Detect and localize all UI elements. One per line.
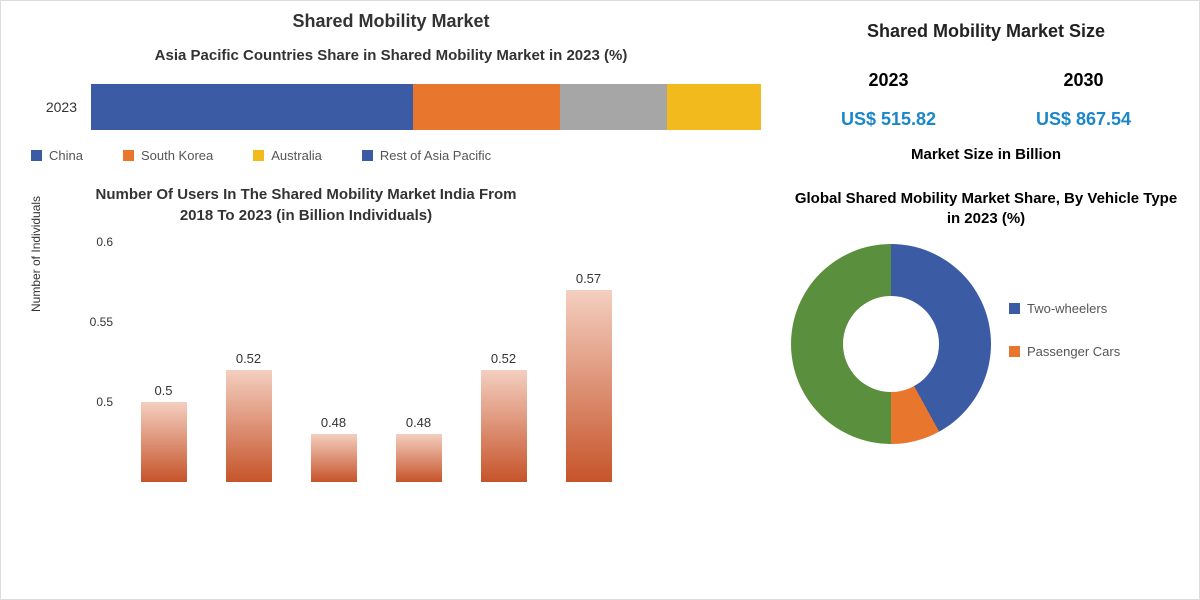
india-users-title: Number Of Users In The Shared Mobility M… bbox=[91, 185, 521, 226]
stack-segment bbox=[413, 84, 560, 130]
bar-wrap: 0.48 bbox=[306, 415, 362, 482]
asia-share-title: Asia Pacific Countries Share in Shared M… bbox=[21, 46, 761, 66]
bar-wrap: 0.57 bbox=[561, 271, 617, 482]
legend-label: China bbox=[49, 148, 83, 163]
bar-value-label: 0.48 bbox=[321, 415, 346, 430]
legend-label: South Korea bbox=[141, 148, 213, 163]
bar bbox=[481, 370, 527, 482]
india-users-chart: Number of Individuals 0.50.520.480.480.5… bbox=[51, 232, 651, 492]
legend-swatch bbox=[31, 150, 42, 161]
asia-share-row-label: 2023 bbox=[21, 99, 91, 115]
india-users-plot: 0.50.520.480.480.520.57 0.60.550.5 bbox=[121, 242, 631, 482]
bar-wrap: 0.5 bbox=[136, 383, 192, 482]
market-size-unit: Market Size in Billion bbox=[791, 146, 1181, 163]
market-size-title: Shared Mobility Market Size bbox=[791, 21, 1181, 42]
bar bbox=[396, 434, 442, 482]
market-size-col: 2030 US$ 867.54 bbox=[1036, 70, 1131, 130]
market-size-value: US$ 515.82 bbox=[841, 109, 936, 130]
y-tick: 0.5 bbox=[73, 395, 113, 409]
donut-row: Two-wheelers Passenger Cars bbox=[791, 244, 1181, 444]
legend-label: Rest of Asia Pacific bbox=[380, 148, 491, 163]
legend-item: South Korea bbox=[123, 148, 213, 163]
donut-legend: Two-wheelers Passenger Cars bbox=[1009, 301, 1120, 387]
y-tick: 0.6 bbox=[73, 235, 113, 249]
legend-swatch bbox=[253, 150, 264, 161]
legend-item: Passenger Cars bbox=[1009, 344, 1120, 359]
market-size-columns: 2023 US$ 515.82 2030 US$ 867.54 bbox=[791, 70, 1181, 130]
market-size-col: 2023 US$ 515.82 bbox=[841, 70, 936, 130]
bar-wrap: 0.52 bbox=[476, 351, 532, 482]
left-column: Shared Mobility Market Asia Pacific Coun… bbox=[21, 11, 761, 492]
stack-segment bbox=[667, 84, 761, 130]
legend-item: Two-wheelers bbox=[1009, 301, 1120, 316]
bar-value-label: 0.5 bbox=[154, 383, 172, 398]
bar bbox=[141, 402, 187, 482]
bar bbox=[226, 370, 272, 482]
bar-value-label: 0.48 bbox=[406, 415, 431, 430]
legend-label: Two-wheelers bbox=[1027, 301, 1107, 316]
legend-swatch bbox=[123, 150, 134, 161]
legend-label: Australia bbox=[271, 148, 322, 163]
bar-wrap: 0.52 bbox=[221, 351, 277, 482]
stack-segment bbox=[560, 84, 667, 130]
asia-share-bar-row: 2023 bbox=[21, 84, 761, 130]
bar-value-label: 0.52 bbox=[491, 351, 516, 366]
india-users-ylabel: Number of Individuals bbox=[29, 196, 43, 312]
right-column: Shared Mobility Market Size 2023 US$ 515.… bbox=[791, 21, 1181, 444]
legend-swatch bbox=[362, 150, 373, 161]
legend-item: China bbox=[31, 148, 83, 163]
bar-value-label: 0.52 bbox=[236, 351, 261, 366]
donut-chart bbox=[791, 244, 991, 444]
legend-swatch bbox=[1009, 303, 1020, 314]
india-users-bars: 0.5 0.52 0.48 0.48 0.52 0.57 bbox=[121, 242, 631, 482]
donut-title: Global Shared Mobility Market Share, By … bbox=[791, 189, 1181, 230]
bar bbox=[311, 434, 357, 482]
main-title: Shared Mobility Market bbox=[21, 11, 761, 32]
stack-segment bbox=[91, 84, 413, 130]
bar-wrap: 0.48 bbox=[391, 415, 447, 482]
market-size-year: 2023 bbox=[841, 70, 936, 91]
legend-item: Australia bbox=[253, 148, 322, 163]
y-tick: 0.55 bbox=[73, 315, 113, 329]
legend-swatch bbox=[1009, 346, 1020, 357]
legend-item: Rest of Asia Pacific bbox=[362, 148, 491, 163]
asia-share-legend: China South Korea Australia Rest of Asia Pa… bbox=[31, 148, 761, 163]
donut-hole bbox=[843, 296, 939, 392]
bar bbox=[566, 290, 612, 482]
market-size-value: US$ 867.54 bbox=[1036, 109, 1131, 130]
market-size-year: 2030 bbox=[1036, 70, 1131, 91]
bar-value-label: 0.57 bbox=[576, 271, 601, 286]
legend-label: Passenger Cars bbox=[1027, 344, 1120, 359]
asia-share-stacked-bar bbox=[91, 84, 761, 130]
